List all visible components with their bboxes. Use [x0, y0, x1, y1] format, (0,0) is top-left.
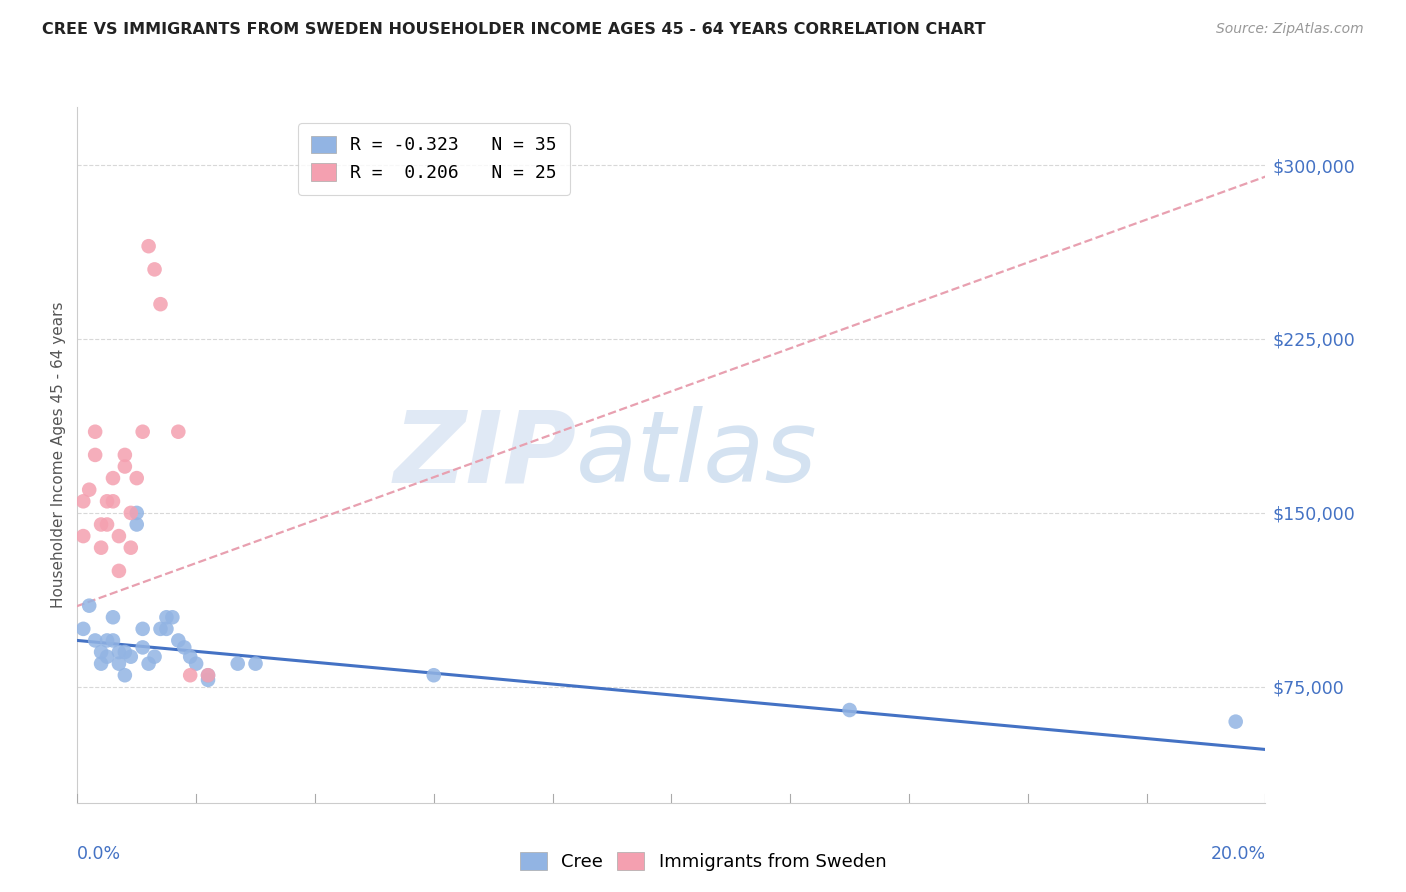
Point	[179, 668, 201, 682]
Point	[72, 494, 94, 508]
Text: Source: ZipAtlas.com: Source: ZipAtlas.com	[1216, 22, 1364, 37]
Point	[197, 668, 219, 682]
Point	[72, 529, 94, 543]
Point	[155, 622, 177, 636]
Point	[167, 633, 190, 648]
Point	[108, 564, 131, 578]
Point	[167, 425, 190, 439]
Point	[84, 448, 107, 462]
Point	[125, 471, 148, 485]
Point	[1225, 714, 1247, 729]
Point	[143, 649, 166, 664]
Point	[838, 703, 860, 717]
Point	[96, 494, 118, 508]
Y-axis label: Householder Income Ages 45 - 64 years: Householder Income Ages 45 - 64 years	[51, 301, 66, 608]
Point	[131, 640, 153, 655]
Point	[72, 622, 94, 636]
Point	[120, 506, 142, 520]
Point	[173, 640, 195, 655]
Point	[84, 633, 107, 648]
Text: 0.0%: 0.0%	[77, 845, 121, 863]
Text: ZIP: ZIP	[394, 407, 576, 503]
Point	[84, 425, 107, 439]
Text: 20.0%: 20.0%	[1211, 845, 1265, 863]
Point	[114, 668, 136, 682]
Point	[179, 649, 201, 664]
Legend: Cree, Immigrants from Sweden: Cree, Immigrants from Sweden	[512, 846, 894, 879]
Point	[90, 645, 112, 659]
Point	[138, 657, 160, 671]
Point	[108, 529, 131, 543]
Point	[96, 633, 118, 648]
Point	[197, 668, 219, 682]
Point	[125, 517, 148, 532]
Point	[96, 649, 118, 664]
Point	[90, 657, 112, 671]
Point	[149, 297, 172, 311]
Point	[77, 483, 100, 497]
Point	[422, 668, 444, 682]
Point	[96, 517, 118, 532]
Point	[77, 599, 100, 613]
Point	[114, 448, 136, 462]
Text: CREE VS IMMIGRANTS FROM SWEDEN HOUSEHOLDER INCOME AGES 45 - 64 YEARS CORRELATION: CREE VS IMMIGRANTS FROM SWEDEN HOUSEHOLD…	[42, 22, 986, 37]
Point	[101, 471, 124, 485]
Point	[186, 657, 208, 671]
Point	[125, 506, 148, 520]
Point	[226, 657, 249, 671]
Point	[101, 610, 124, 624]
Text: atlas: atlas	[576, 407, 818, 503]
Point	[108, 657, 131, 671]
Point	[108, 645, 131, 659]
Point	[131, 622, 153, 636]
Point	[149, 622, 172, 636]
Point	[90, 541, 112, 555]
Legend: R = -0.323   N = 35, R =  0.206   N = 25: R = -0.323 N = 35, R = 0.206 N = 25	[298, 123, 569, 195]
Point	[131, 425, 153, 439]
Point	[138, 239, 160, 253]
Point	[162, 610, 184, 624]
Point	[120, 541, 142, 555]
Point	[120, 649, 142, 664]
Point	[90, 517, 112, 532]
Point	[114, 645, 136, 659]
Point	[101, 494, 124, 508]
Point	[114, 459, 136, 474]
Point	[245, 657, 267, 671]
Point	[197, 673, 219, 687]
Point	[143, 262, 166, 277]
Point	[101, 633, 124, 648]
Point	[155, 610, 177, 624]
